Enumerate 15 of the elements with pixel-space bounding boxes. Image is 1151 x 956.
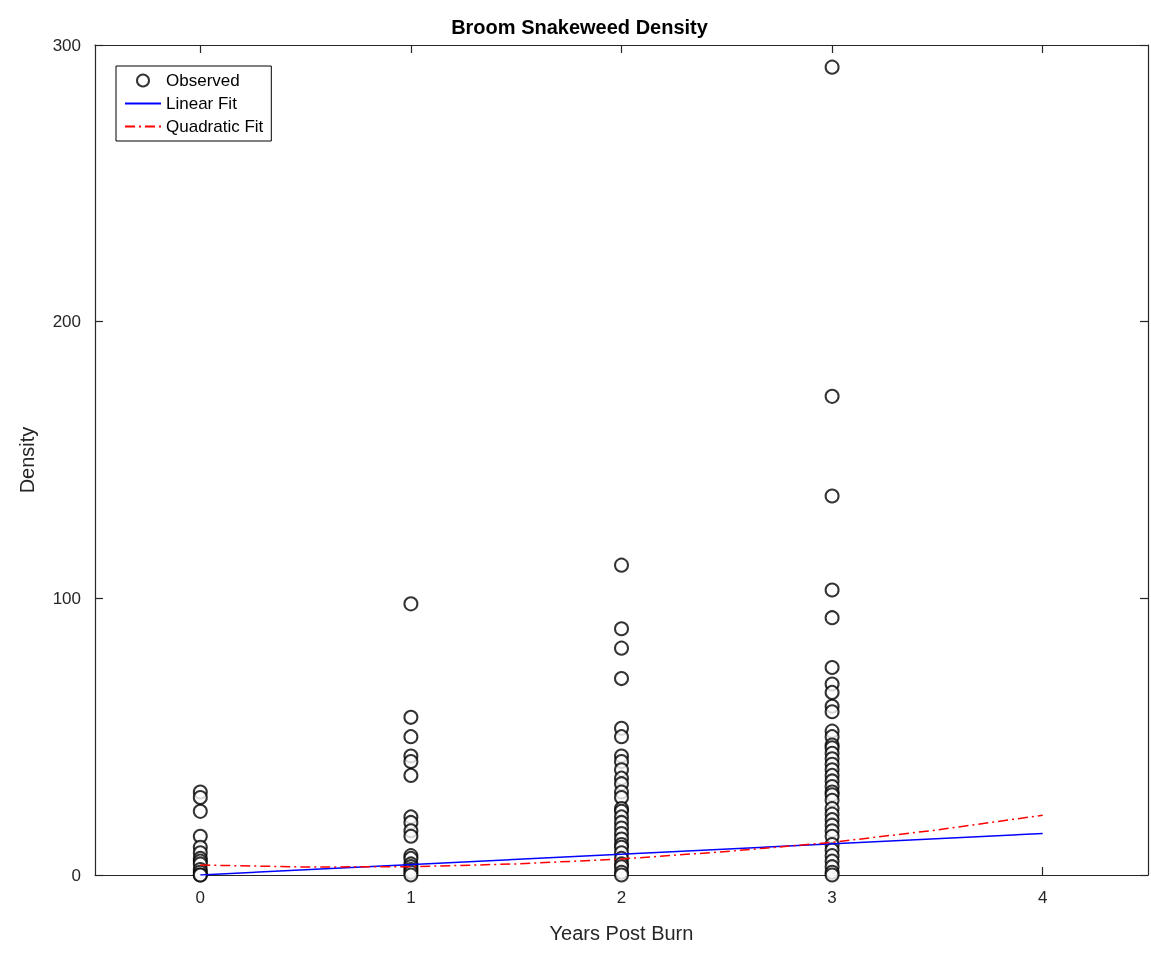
x-tick-label: 2 xyxy=(616,888,627,907)
y-tick-label: 200 xyxy=(52,312,81,332)
legend-label: Linear Fit xyxy=(166,94,238,113)
y-tick-label: 100 xyxy=(52,588,81,608)
y-axis-title: Density xyxy=(16,426,38,494)
x-axis-title: Years Post Burn xyxy=(549,922,694,944)
x-tick-label: 3 xyxy=(827,888,837,907)
x-tick-label: 0 xyxy=(195,888,206,907)
y-tick-label: 300 xyxy=(52,35,81,55)
legend-label: Quadratic Fit xyxy=(166,117,264,136)
chart-title: Broom Snakeweed Density xyxy=(451,16,709,38)
x-tick-label: 4 xyxy=(1037,888,1048,907)
x-tick-label: 1 xyxy=(406,888,416,907)
y-tick-label: 0 xyxy=(71,865,81,885)
legend-label: Observed xyxy=(166,71,240,90)
